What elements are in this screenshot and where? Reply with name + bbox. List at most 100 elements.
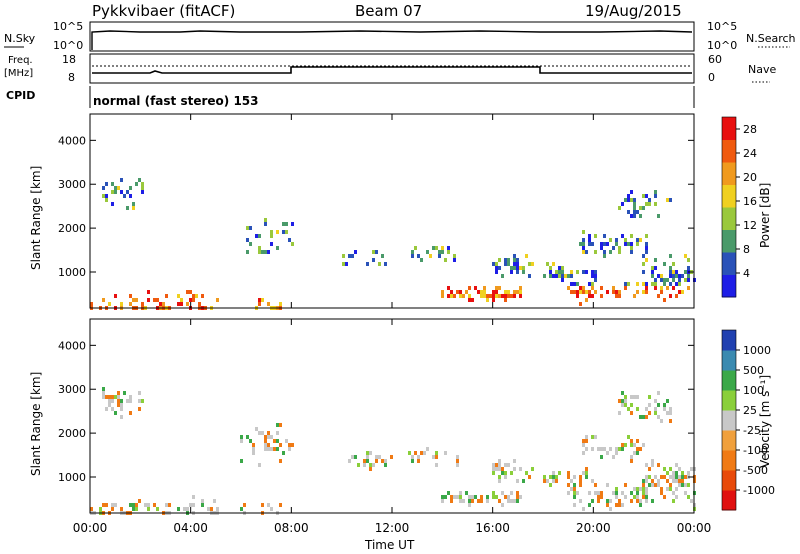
heatmap-cell (621, 443, 624, 447)
heatmap-cell (258, 298, 261, 302)
heatmap-cell (120, 507, 123, 511)
heatmap-cell (147, 507, 150, 511)
heatmap-cell (573, 475, 576, 479)
heatmap-cell (594, 270, 597, 274)
heatmap-cell (660, 290, 663, 294)
heatmap-cell (597, 447, 600, 451)
heatmap-cell (630, 198, 633, 202)
heatmap-cell (678, 290, 681, 294)
heatmap-cell (669, 266, 672, 270)
heatmap-cell (375, 459, 378, 463)
heatmap-cell (120, 190, 123, 194)
heatmap-cell (615, 503, 618, 507)
heatmap-cell (348, 459, 351, 463)
heatmap-cell (177, 302, 180, 306)
heatmap-cell (636, 238, 639, 242)
heatmap-cell (384, 459, 387, 463)
heatmap-cell (606, 503, 609, 507)
heatmap-cell (651, 483, 654, 487)
heatmap-cell (624, 395, 627, 399)
heatmap-cell (552, 262, 555, 266)
heatmap-cell (582, 290, 585, 294)
heatmap-cell (126, 206, 129, 210)
heatmap-cell (615, 447, 618, 451)
heatmap-cell (648, 483, 651, 487)
heatmap-cell (411, 455, 414, 459)
heatmap-cell (555, 274, 558, 278)
heatmap-cell (570, 274, 573, 278)
heatmap-cell (645, 234, 648, 238)
heatmap-cell (678, 475, 681, 479)
heatmap-cell (453, 495, 456, 499)
heatmap-cell (576, 294, 579, 298)
heatmap-cell (276, 439, 279, 443)
heatmap-cell (498, 463, 501, 467)
heatmap-cell (585, 290, 588, 294)
heatmap-cell (627, 194, 630, 198)
heatmap-cell (519, 266, 522, 270)
heatmap-cell (522, 270, 525, 274)
heatmap-cell (582, 230, 585, 234)
heatmap-cell (105, 503, 108, 507)
velocity-colorbar-segment (722, 410, 736, 431)
heatmap-cell (609, 250, 612, 254)
heatmap-cell (519, 286, 522, 290)
heatmap-cell (588, 290, 591, 294)
heatmap-cell (345, 262, 348, 266)
heatmap-cell (573, 503, 576, 507)
heatmap-cell (201, 294, 204, 298)
heatmap-cell (675, 479, 678, 483)
heatmap-cell (645, 479, 648, 483)
freq-label-1: Freq. (8, 55, 33, 66)
heatmap-cell (114, 411, 117, 415)
heatmap-cell (516, 290, 519, 294)
heatmap-cell (105, 395, 108, 399)
heatmap-cell (648, 411, 651, 415)
heatmap-cell (591, 294, 594, 298)
heatmap-cell (459, 290, 462, 294)
heatmap-cell (597, 499, 600, 503)
power-colorbar-segment (722, 139, 736, 163)
heatmap-cell (576, 290, 579, 294)
heatmap-cell (594, 435, 597, 439)
heatmap-cell (669, 483, 672, 487)
heatmap-cell (654, 475, 657, 479)
nsearch-tick-top: 10^5 (707, 20, 737, 33)
heatmap-cell (642, 206, 645, 210)
heatmap-cell (582, 250, 585, 254)
heatmap-cell (141, 186, 144, 190)
heatmap-cell (639, 447, 642, 451)
heatmap-cell (654, 278, 657, 282)
heatmap-cell (636, 487, 639, 491)
heatmap-cell (519, 467, 522, 471)
heatmap-cell (606, 242, 609, 246)
heatmap-cell (654, 194, 657, 198)
heatmap-cell (687, 471, 690, 475)
heatmap-cell (117, 395, 120, 399)
heatmap-cell (669, 254, 672, 258)
heatmap-cell (591, 447, 594, 451)
heatmap-cell (588, 282, 591, 286)
heatmap-cell (642, 254, 645, 258)
heatmap-cell (681, 290, 684, 294)
velocity-colorbar-segment (722, 490, 736, 511)
heatmap-cell (180, 298, 183, 302)
heatmap-cell (600, 455, 603, 459)
heatmap-cell (687, 278, 690, 282)
heatmap-cell (645, 194, 648, 198)
velocity-colorbar-segment (722, 350, 736, 371)
heatmap-cell (135, 507, 138, 511)
heatmap-cell (423, 451, 426, 455)
velocity-colorbar-tick-label: -1000 (743, 484, 775, 497)
heatmap-cell (135, 298, 138, 302)
heatmap-cell (600, 242, 603, 246)
heatmap-cell (378, 262, 381, 266)
heatmap-cell (354, 250, 357, 254)
heatmap-cell (111, 202, 114, 206)
heatmap-cell (498, 258, 501, 262)
heatmap-cell (561, 278, 564, 282)
heatmap-cell (666, 411, 669, 415)
heatmap-cell (456, 459, 459, 463)
heatmap-cell (513, 459, 516, 463)
heatmap-cell (558, 270, 561, 274)
